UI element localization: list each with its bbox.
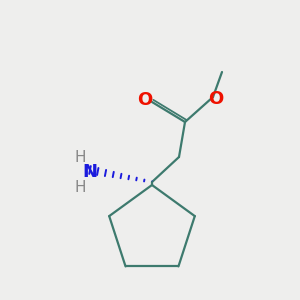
Text: N: N: [82, 163, 98, 181]
Text: H: H: [74, 149, 86, 164]
Text: H: H: [74, 179, 86, 194]
Text: O: O: [137, 91, 153, 109]
Text: O: O: [208, 90, 224, 108]
